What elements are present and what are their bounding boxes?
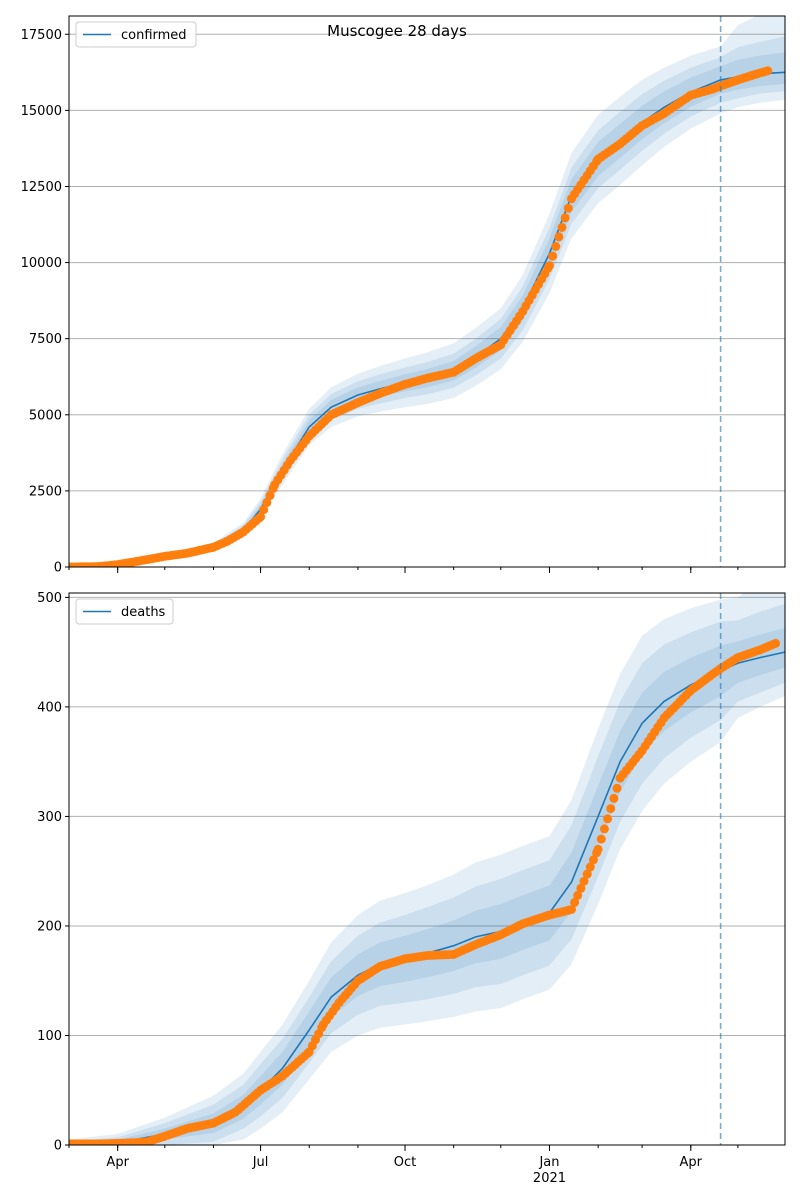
chart0-observed-point xyxy=(548,251,558,261)
chart0-observed-point xyxy=(545,261,554,271)
chart1-observed-point xyxy=(599,824,609,834)
chart1-credible-band-1 xyxy=(69,593,785,1145)
chart0-y-tick-label: 0 xyxy=(54,561,62,576)
chart1-y-tick-label: 100 xyxy=(37,1029,62,1044)
chart1-observed-point xyxy=(576,883,586,893)
chart0-credible-band-2 xyxy=(69,36,785,567)
chart1-observed-point xyxy=(582,869,592,879)
chart1-y-tick-label: 200 xyxy=(37,919,62,934)
chart0-observed-point xyxy=(259,505,269,515)
chart1-credible-band-3 xyxy=(69,628,785,1145)
chart1-x-tick-label: Jul xyxy=(252,1155,269,1170)
chart0-legend-label: confirmed xyxy=(121,28,187,43)
chart0-y-tick-label: 7500 xyxy=(29,332,62,347)
chart1-legend: deaths xyxy=(75,598,174,625)
chart0-observed-point xyxy=(551,242,561,251)
chart1-observed-point xyxy=(588,855,598,865)
chart1-observed-point xyxy=(567,905,576,914)
chart1-observed-point xyxy=(606,804,616,814)
chart1-x-tick-sublabel: 2021 xyxy=(533,1171,566,1186)
chart1-observed-point xyxy=(609,793,619,803)
chart1-observed-point xyxy=(771,638,781,648)
chart1-observed-series xyxy=(69,638,781,1145)
chart0-observed-point xyxy=(563,203,573,213)
chart1-y-tick-label: 400 xyxy=(37,700,62,715)
chart1-legend-label: deaths xyxy=(121,605,166,620)
chart1-observed-point xyxy=(585,862,595,872)
chart0-observed-point xyxy=(557,222,567,232)
figure-title: Muscogee 28 days xyxy=(327,22,467,40)
chart1-observed-point xyxy=(573,890,583,900)
chart1-x-tick-label: Apr xyxy=(680,1155,703,1170)
chart1-observed-point xyxy=(579,876,589,886)
chart1-observed-point xyxy=(603,814,613,824)
chart1-x-tick-label: Oct xyxy=(394,1155,416,1170)
chart1-observed-point xyxy=(593,844,603,854)
chart1-x-tick-label: Jan xyxy=(538,1155,559,1170)
chart0-observed-point xyxy=(265,491,275,500)
chart0-observed-series xyxy=(69,66,773,567)
chart0-observed-point xyxy=(554,232,564,242)
confirmed-panel: 0 2500 5000 7500 10000 12500 15000 17500 confirm… xyxy=(21,15,786,576)
chart0-y-tick-label: 2500 xyxy=(29,484,62,499)
chart1-y-tick-label: 0 xyxy=(54,1139,62,1154)
chart0-y-tick-label: 17500 xyxy=(21,28,62,43)
chart0-y-tick-label: 10000 xyxy=(21,256,62,271)
chart1-observed-point xyxy=(612,783,622,793)
chart1-x-tick-label: Apr xyxy=(106,1155,129,1170)
chart0-legend-box xyxy=(75,21,197,48)
chart0-y-tick-label: 12500 xyxy=(21,180,62,195)
chart0-observed-point xyxy=(763,66,773,76)
chart1-observed-point xyxy=(596,834,606,844)
chart0-axes-frame xyxy=(68,15,786,568)
chart0-y-tick-label: 15000 xyxy=(21,104,62,119)
chart1-y-tick-label: 300 xyxy=(37,810,62,825)
chart0-plot-area xyxy=(69,16,785,567)
chart0-legend: confirmed xyxy=(75,21,197,48)
chart1-axes-frame xyxy=(68,592,786,1146)
chart1-legend-box xyxy=(75,598,174,625)
chart0-observed-point xyxy=(560,213,570,223)
chart1-y-tick-label: 500 xyxy=(37,591,62,606)
chart0-observed-point xyxy=(256,512,266,522)
chart0-observed-point xyxy=(262,498,272,508)
chart1-credible-band-2 xyxy=(69,604,785,1145)
chart0-y-tick-label: 5000 xyxy=(29,408,62,423)
chart1-plot-area xyxy=(69,593,785,1145)
chart1-observed-point xyxy=(570,897,580,907)
